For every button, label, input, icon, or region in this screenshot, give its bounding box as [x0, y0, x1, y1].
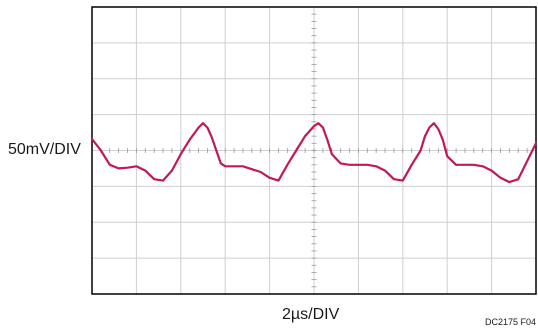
x-axis-scale-label: 2µs/DIV — [282, 306, 340, 323]
figure-id-label: DC2175 F04 — [484, 317, 536, 327]
y-axis-scale-label: 50mV/DIV — [8, 141, 81, 158]
center-axis-ticks — [91, 6, 537, 295]
waveform-trace — [90, 122, 538, 184]
plot-frame — [91, 6, 537, 295]
waveform-trace-group — [90, 122, 538, 184]
